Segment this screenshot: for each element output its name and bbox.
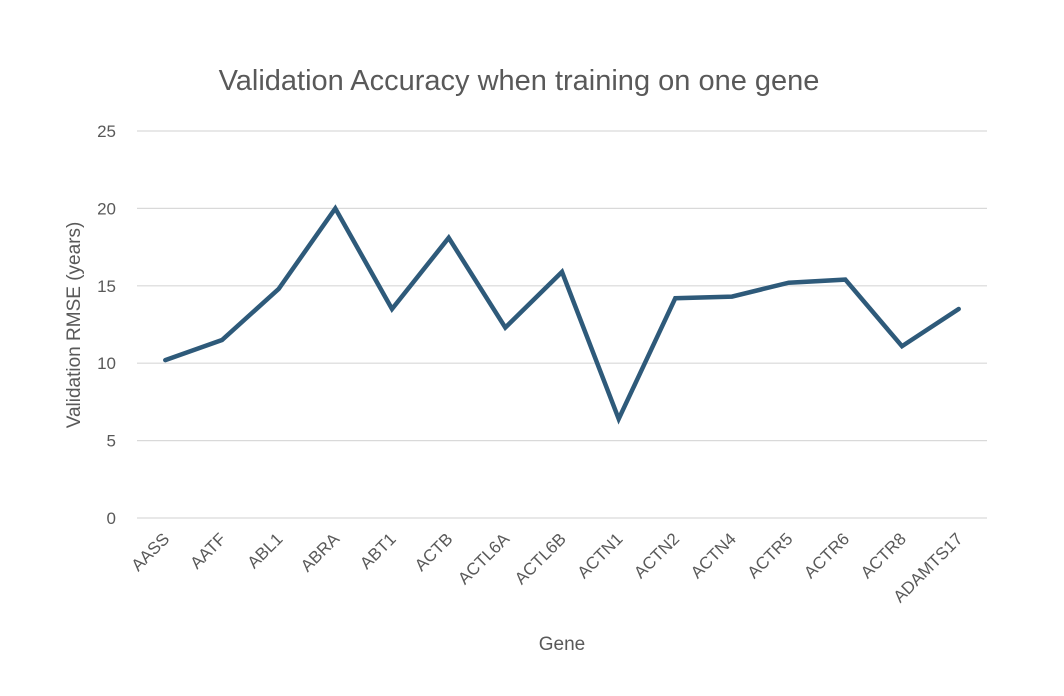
y-tick-label: 10 bbox=[97, 354, 116, 373]
y-tick-label: 25 bbox=[97, 122, 116, 141]
y-tick-label: 15 bbox=[97, 277, 116, 296]
x-tick-label: ACTR8 bbox=[857, 529, 910, 582]
x-tick-label: ACTB bbox=[411, 529, 456, 574]
series-layer bbox=[163, 204, 961, 425]
x-tick-label: AASS bbox=[128, 529, 174, 575]
y-axis-ticks: 0 5 10 15 20 25 bbox=[97, 122, 116, 528]
x-tick-label: ABL1 bbox=[244, 529, 287, 572]
x-axis-label: Gene bbox=[539, 634, 585, 655]
y-tick-label: 5 bbox=[107, 432, 116, 451]
series-line bbox=[163, 204, 961, 425]
x-tick-label: ACTN4 bbox=[687, 529, 740, 582]
x-tick-label: ACTN1 bbox=[574, 529, 627, 582]
x-tick-label: ACTR5 bbox=[744, 529, 797, 582]
x-tick-label: ACTL6A bbox=[454, 529, 513, 588]
x-tick-label: ACTN2 bbox=[630, 529, 683, 582]
chart-title: Validation Accuracy when training on one… bbox=[219, 65, 820, 97]
x-tick-label: AATF bbox=[187, 529, 230, 572]
x-tick-label: ACTR6 bbox=[800, 529, 853, 582]
x-tick-label: ABRA bbox=[297, 529, 344, 576]
gridlines bbox=[137, 130, 987, 519]
y-tick-label: 20 bbox=[97, 199, 116, 218]
x-tick-label: ABT1 bbox=[356, 529, 400, 573]
y-axis-label: Validation RMSE (years) bbox=[64, 222, 85, 429]
x-tick-label: ACTL6B bbox=[511, 529, 570, 588]
y-tick-label: 0 bbox=[107, 509, 116, 528]
